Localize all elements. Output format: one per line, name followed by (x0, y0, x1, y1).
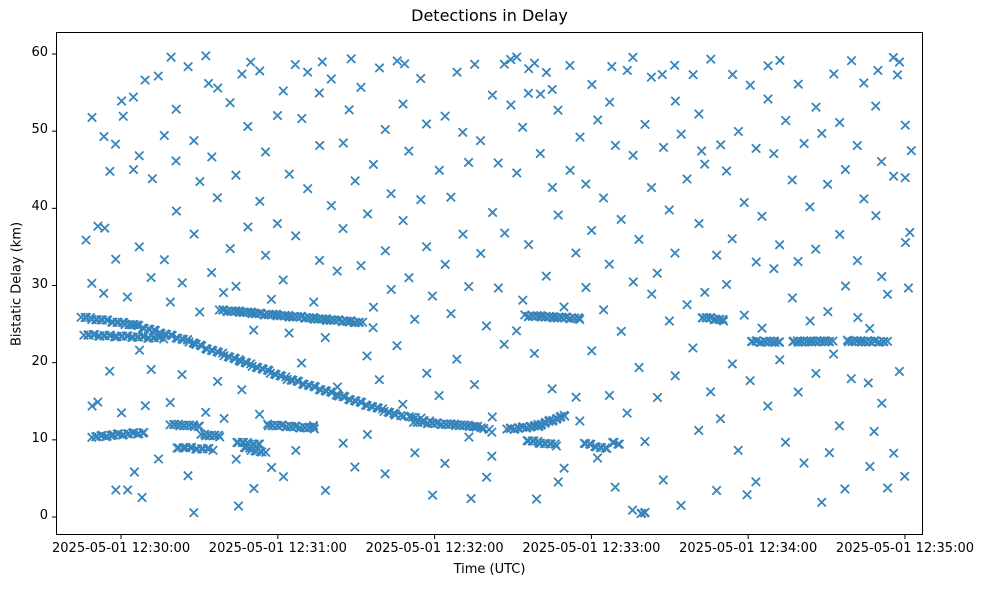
axes-spines (56, 32, 923, 535)
x-tick-label: 2025-05-01 12:35:00 (835, 541, 974, 556)
x-tick-label: 2025-05-01 12:32:00 (365, 541, 504, 556)
chart-title: Detections in Delay (411, 6, 568, 25)
y-tick-label: 60 (31, 44, 48, 60)
y-tick-label: 50 (31, 122, 48, 138)
y-tick-label: 10 (31, 430, 48, 446)
y-tick-label: 0 (39, 508, 48, 524)
x-tick-label: 2025-05-01 12:31:00 (208, 541, 347, 556)
y-tick-label: 20 (31, 353, 48, 369)
x-tick-label: 2025-05-01 12:33:00 (522, 541, 661, 556)
x-axis-label: Time (UTC) (453, 562, 526, 577)
y-tick-label: 30 (31, 276, 48, 292)
x-tick-label: 2025-05-01 12:30:00 (52, 541, 191, 556)
y-tick-label: 40 (31, 199, 48, 215)
x-tick-label: 2025-05-01 12:34:00 (679, 541, 818, 556)
scatter-markers (76, 50, 917, 519)
